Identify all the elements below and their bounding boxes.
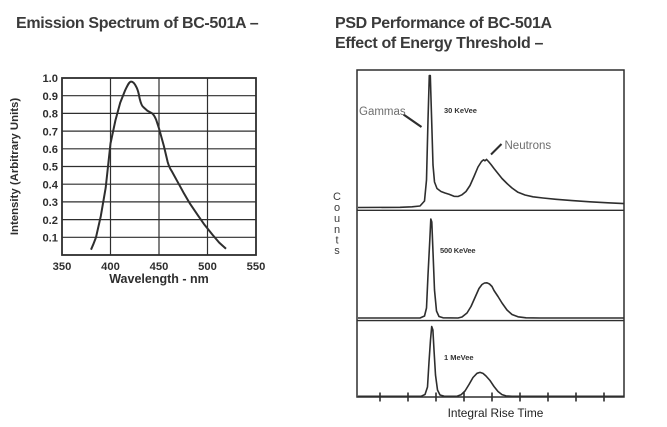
svg-text:n: n — [334, 224, 340, 236]
svg-text:Gammas: Gammas — [359, 106, 406, 118]
svg-text:500 KeVee: 500 KeVee — [440, 246, 475, 255]
svg-text:Neutrons: Neutrons — [505, 140, 552, 152]
svg-text:0.3: 0.3 — [42, 197, 58, 209]
svg-text:Wavelength - nm: Wavelength - nm — [109, 272, 209, 286]
svg-text:1.0: 1.0 — [42, 73, 58, 85]
svg-text:0.8: 0.8 — [42, 109, 58, 121]
svg-text:0.7: 0.7 — [42, 126, 58, 138]
svg-text:500: 500 — [198, 261, 217, 273]
svg-text:Intensity (Arbitrary Units): Intensity (Arbitrary Units) — [9, 98, 21, 236]
svg-text:30 KeVee: 30 KeVee — [444, 106, 477, 115]
svg-text:0.9: 0.9 — [42, 91, 58, 103]
svg-text:350: 350 — [53, 261, 72, 273]
svg-text:0.5: 0.5 — [42, 162, 58, 174]
svg-text:0.6: 0.6 — [42, 144, 58, 156]
svg-text:C: C — [333, 191, 341, 203]
svg-text:400: 400 — [101, 261, 120, 273]
svg-text:Integral Rise Time: Integral Rise Time — [448, 406, 544, 420]
svg-text:o: o — [334, 202, 340, 214]
svg-text:s: s — [334, 245, 340, 257]
svg-text:450: 450 — [150, 261, 169, 273]
svg-text:0.2: 0.2 — [42, 215, 58, 227]
svg-text:0.1: 0.1 — [42, 233, 58, 245]
svg-text:u: u — [334, 213, 340, 225]
svg-text:1 MeVee: 1 MeVee — [444, 353, 474, 362]
svg-text:t: t — [335, 235, 338, 247]
svg-text:550: 550 — [247, 261, 266, 273]
svg-text:0.4: 0.4 — [42, 179, 58, 191]
